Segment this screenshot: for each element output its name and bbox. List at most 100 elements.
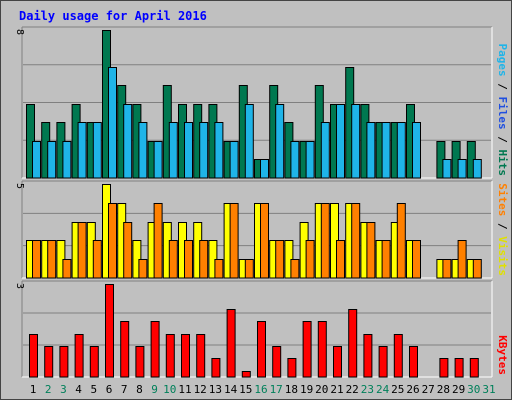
bar-files-day-11 [184,122,193,179]
series-sites [32,203,482,279]
y-max-tick-label: 8 [14,29,25,35]
panel-kbytes: 3 KBytes [14,280,509,378]
bar-files-day-21 [336,104,345,179]
day-label-27: 27 [422,383,435,396]
bar-files-day-23 [366,122,376,179]
series-visits [26,184,476,279]
day-label-24: 24 [376,383,390,396]
chart-title: Daily usage for April 2016 [19,9,207,23]
axis-label-part: Pages [496,44,509,77]
bar-kbytes-day-26 [409,346,418,378]
day-label-4: 4 [75,383,82,396]
bar-sites-day-28 [442,259,452,279]
bar-kbytes-day-1 [29,334,38,378]
bar-sites-day-26 [412,240,421,279]
bar-kbytes-day-30 [469,358,479,378]
bar-kbytes-day-19 [302,321,312,378]
day-label-31: 31 [482,383,495,396]
y-max-tick-label: 3 [14,283,25,289]
day-label-15: 15 [239,383,252,396]
day-label-23: 23 [361,383,374,396]
axis-label-part: Sites [496,183,509,216]
bar-files-day-12 [199,122,209,179]
axis-label-part: / [496,216,509,236]
axis-label-kbytes: KBytes [496,335,509,375]
axis-label-part: Visits [496,236,509,276]
bar-sites-day-5 [92,240,102,279]
axis-label-part: Hits [496,150,509,177]
day-label-30: 30 [467,383,480,396]
bar-files-day-2 [47,141,57,179]
bar-kbytes-day-29 [454,358,464,378]
bar-files-day-9 [153,141,163,179]
day-label-18: 18 [285,383,298,396]
bar-kbytes-day-2 [44,346,54,378]
day-label-20: 20 [315,383,328,396]
day-label-28: 28 [437,383,450,396]
day-label-1: 1 [30,383,37,396]
bar-files-day-3 [62,141,72,179]
bar-kbytes-day-25 [393,334,403,378]
bar-sites-day-17 [275,240,285,279]
series-kbytes [29,284,479,378]
axis-label-visits: Sites / Visits [496,183,509,276]
bar-files-day-6 [108,67,117,179]
day-label-5: 5 [90,383,97,396]
day-label-10: 10 [163,383,176,396]
bar-sites-day-16 [260,203,269,279]
day-label-21: 21 [330,383,343,396]
day-label-29: 29 [452,383,465,396]
bar-files-day-25 [396,122,406,179]
bar-sites-day-15 [244,259,254,279]
bar-kbytes-day-6 [105,284,114,378]
bar-sites-day-1 [32,240,41,279]
bar-sites-day-14 [229,203,239,279]
bar-files-day-5 [92,122,102,179]
day-label-3: 3 [60,383,67,396]
bar-files-day-14 [229,141,239,179]
bar-sites-day-21 [336,240,345,279]
bar-files-day-19 [305,141,315,179]
chart-panels: 8 Pages / Files / Hits 5 Sites / Visits 3 KBy… [14,26,509,378]
day-label-11: 11 [178,383,191,396]
bar-kbytes-day-23 [363,334,373,378]
bar-kbytes-day-20 [317,321,327,378]
bar-files-day-16 [260,159,269,179]
day-label-2: 2 [45,383,52,396]
series-files [32,67,482,179]
bar-sites-day-6 [108,203,117,279]
day-label-9: 9 [151,383,158,396]
bar-sites-day-30 [472,259,482,279]
axis-label-part: / [496,77,509,97]
bar-sites-day-23 [366,222,376,279]
bar-kbytes-day-16 [257,321,266,378]
day-label-12: 12 [194,383,207,396]
bar-files-day-8 [138,122,148,179]
bar-files-day-24 [381,122,391,179]
day-label-14: 14 [224,383,238,396]
day-label-8: 8 [136,383,143,396]
bar-files-day-28 [442,159,452,179]
day-label-13: 13 [209,383,222,396]
axis-label-part: KBytes [496,335,509,375]
bar-sites-day-2 [47,240,57,279]
bar-sites-day-10 [168,240,178,279]
bar-kbytes-day-7 [120,321,130,378]
bar-kbytes-day-8 [135,346,145,378]
panel-pages: 8 Pages / Files / Hits [14,26,509,179]
axis-label-pages: Pages / Files / Hits [496,44,509,177]
bar-sites-day-13 [214,259,224,279]
bar-files-day-1 [32,141,41,179]
bar-kbytes-day-3 [59,346,69,378]
bar-sites-day-24 [381,240,391,279]
bar-kbytes-day-22 [348,309,358,378]
bar-kbytes-day-4 [74,334,84,378]
bar-kbytes-day-21 [333,346,342,378]
bar-kbytes-day-11 [181,334,190,378]
bar-kbytes-day-9 [150,321,160,378]
bar-sites-day-9 [153,203,163,279]
bar-files-day-26 [412,122,421,179]
bar-files-day-30 [472,159,482,179]
bar-kbytes-day-13 [211,358,221,378]
bar-kbytes-day-18 [287,358,297,378]
